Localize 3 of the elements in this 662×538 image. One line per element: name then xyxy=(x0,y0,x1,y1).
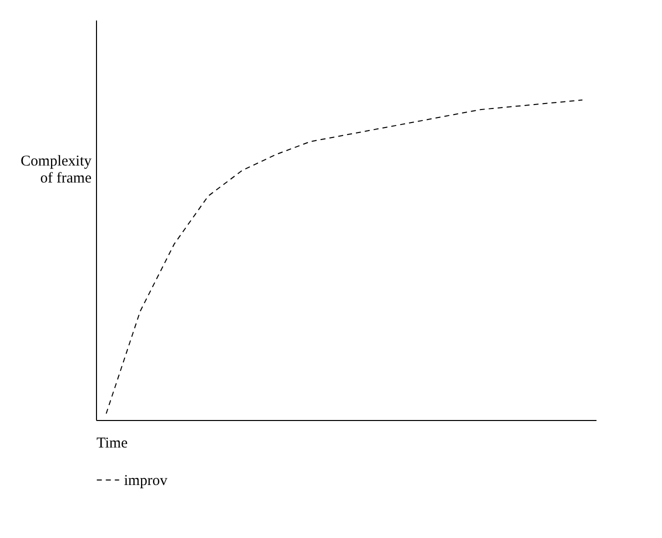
legend-label: improv xyxy=(124,473,168,489)
y-axis-title: Complexity of frame xyxy=(20,154,92,186)
x-axis-title: Time xyxy=(96,436,128,452)
